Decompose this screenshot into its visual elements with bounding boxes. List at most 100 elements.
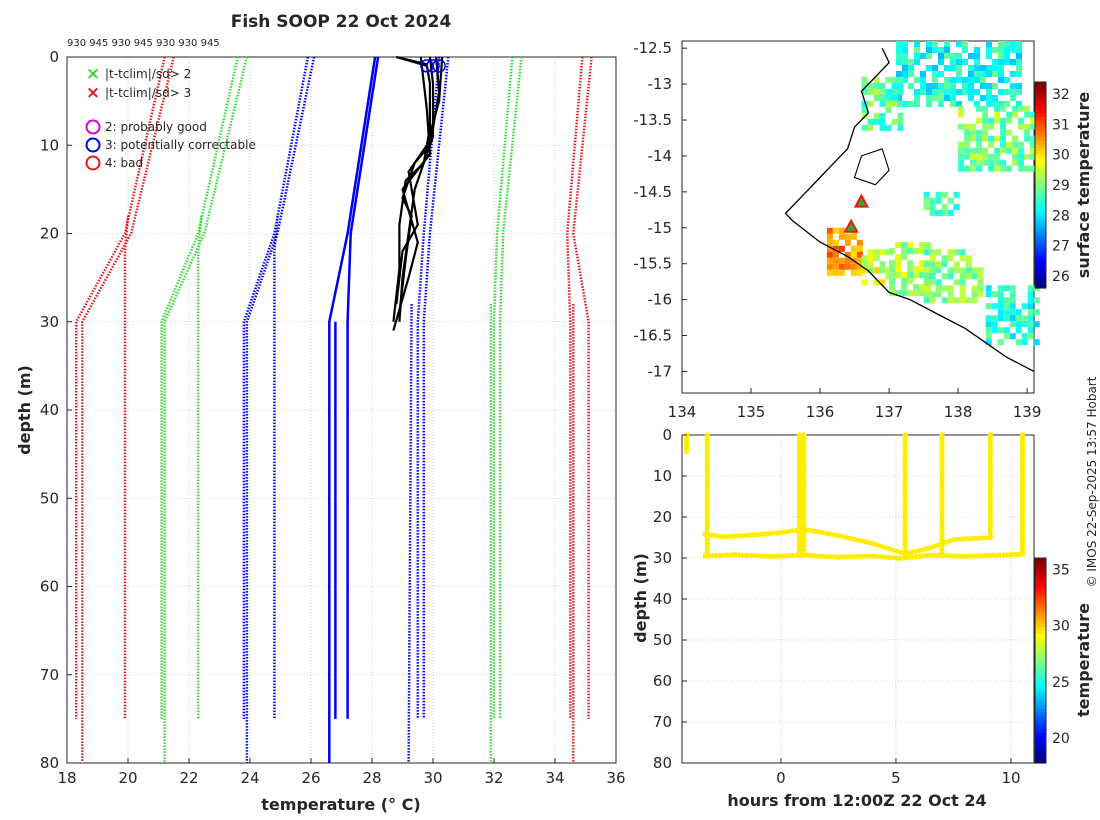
sst-pixel <box>1012 159 1019 166</box>
legend-marker-label: |t-tclim|/sd> 2 <box>105 67 191 81</box>
bottom-track-dot <box>882 554 888 560</box>
mid-track-dot <box>969 535 975 542</box>
sst-pixel <box>907 260 914 267</box>
sst-pixel <box>982 123 989 130</box>
sst-pixel <box>1000 159 1007 166</box>
timeseries-colorbar-swatch <box>1035 735 1046 740</box>
mean-profile-line <box>328 56 377 763</box>
map-x-tick-label: 139 <box>1013 403 1042 421</box>
sst-pixel <box>1009 321 1016 328</box>
sst-pixel <box>923 273 930 280</box>
sst-pixel <box>1012 105 1019 112</box>
mid-track-dot <box>870 541 876 547</box>
map-colorbar-tick-label: 32 <box>1052 87 1070 103</box>
sst-pixel <box>944 83 950 89</box>
profile-legend: × |t-tclim|/sd> 2 × |t-tclim|/sd> 3 2: proba… <box>85 64 256 171</box>
sst-pixel <box>1015 315 1022 322</box>
sst-pixel <box>994 165 1001 172</box>
timeseries-colorbar-swatch <box>1035 663 1046 668</box>
sst-pixel <box>885 267 892 274</box>
timeseries-y-tick-label: 60 <box>653 672 672 690</box>
sst-pixel <box>932 95 938 101</box>
sst-pixel <box>965 267 972 274</box>
map-colorbar-swatch <box>1035 222 1046 227</box>
bottom-track-dot <box>743 552 750 558</box>
sst-pixel <box>826 263 833 270</box>
climatology-line <box>163 56 249 763</box>
timeseries-colorbar-swatch <box>1035 602 1046 607</box>
timeseries-colorbar-swatch <box>1035 728 1046 733</box>
sst-pixel <box>914 53 920 59</box>
timeseries-colorbar-swatch <box>1035 619 1046 624</box>
map-colorbar-swatch <box>1035 236 1046 241</box>
sst-pixel <box>873 112 880 119</box>
timeseries-colorbar-swatch <box>1035 718 1046 723</box>
mid-track-dot <box>847 535 853 541</box>
map-colorbar-swatch <box>1035 219 1046 224</box>
bottom-track-dot <box>912 554 919 560</box>
profile-y-tick-label: 10 <box>40 136 59 154</box>
sst-pixel <box>958 105 965 112</box>
sst-pixel <box>992 65 998 71</box>
timeseries-colorbar-swatch <box>1035 609 1046 614</box>
timeseries-colorbar-swatch <box>1035 687 1046 692</box>
sst-pixel <box>986 83 992 89</box>
sst-pixel <box>929 267 936 274</box>
timeseries-colorbar-swatch <box>1035 653 1046 658</box>
bottom-track-dot <box>793 552 799 559</box>
sst-pixel <box>1016 71 1022 77</box>
sst-pixel <box>964 153 971 160</box>
sst-pixel <box>1003 309 1010 316</box>
sst-pixel <box>1015 327 1022 334</box>
mid-track-dot <box>824 530 830 537</box>
sst-pixel <box>968 77 974 83</box>
timeseries-colorbar-swatch <box>1035 564 1046 569</box>
map-colorbar-swatch <box>1035 246 1046 251</box>
sst-pixel <box>974 59 980 65</box>
bottom-track-dot <box>947 553 953 559</box>
sst-pixel <box>867 82 874 89</box>
bottom-track-dot <box>839 554 845 560</box>
sst-pixel <box>1010 71 1016 77</box>
sst-pixel <box>1010 41 1016 47</box>
map-colorbar-swatch <box>1035 229 1046 234</box>
sst-pixel <box>976 165 983 172</box>
sst-pixel <box>926 53 932 59</box>
map-colorbar-swatch <box>1035 102 1046 107</box>
sst-pixel <box>929 249 936 256</box>
sst-pixel <box>901 284 908 291</box>
sst-pixel <box>885 100 892 107</box>
sst-pixel <box>856 245 863 252</box>
mid-track-dot <box>747 532 753 538</box>
bottom-track-dot <box>1000 552 1006 558</box>
sst-pixel <box>896 41 902 47</box>
sst-pixel <box>997 291 1004 298</box>
sst-pixel <box>1018 165 1025 172</box>
sst-pixel <box>897 88 904 95</box>
sst-pixel <box>867 255 874 262</box>
sst-pixel <box>914 101 920 107</box>
sst-pixel <box>938 83 944 89</box>
mid-track-dot <box>789 528 796 534</box>
sst-pixel <box>1006 141 1013 148</box>
legend-x-marker: × <box>86 64 100 84</box>
profile-y-label: depth (m) <box>15 365 34 455</box>
map-colorbar-swatch <box>1035 95 1046 100</box>
sst-pixel <box>1009 315 1016 322</box>
flag-circle <box>432 59 446 73</box>
sst-pixel <box>1000 123 1007 130</box>
timeseries-colorbar-swatch <box>1035 698 1046 703</box>
timeseries-colorbar-swatch <box>1035 605 1046 610</box>
sst-pixel <box>1033 321 1040 328</box>
climatology-line <box>572 56 593 719</box>
sst-pixel <box>956 89 962 95</box>
sst-pixel <box>968 89 974 95</box>
sst-pixel <box>913 284 920 291</box>
map-colorbar-swatch <box>1035 99 1046 104</box>
sst-pixel <box>986 89 992 95</box>
sst-pixel <box>932 41 938 47</box>
sst-pixel <box>896 47 902 53</box>
timeseries-y-tick-label: 30 <box>653 549 672 567</box>
map-x-tick-label: 135 <box>737 403 766 421</box>
bottom-track-dot <box>706 553 712 559</box>
